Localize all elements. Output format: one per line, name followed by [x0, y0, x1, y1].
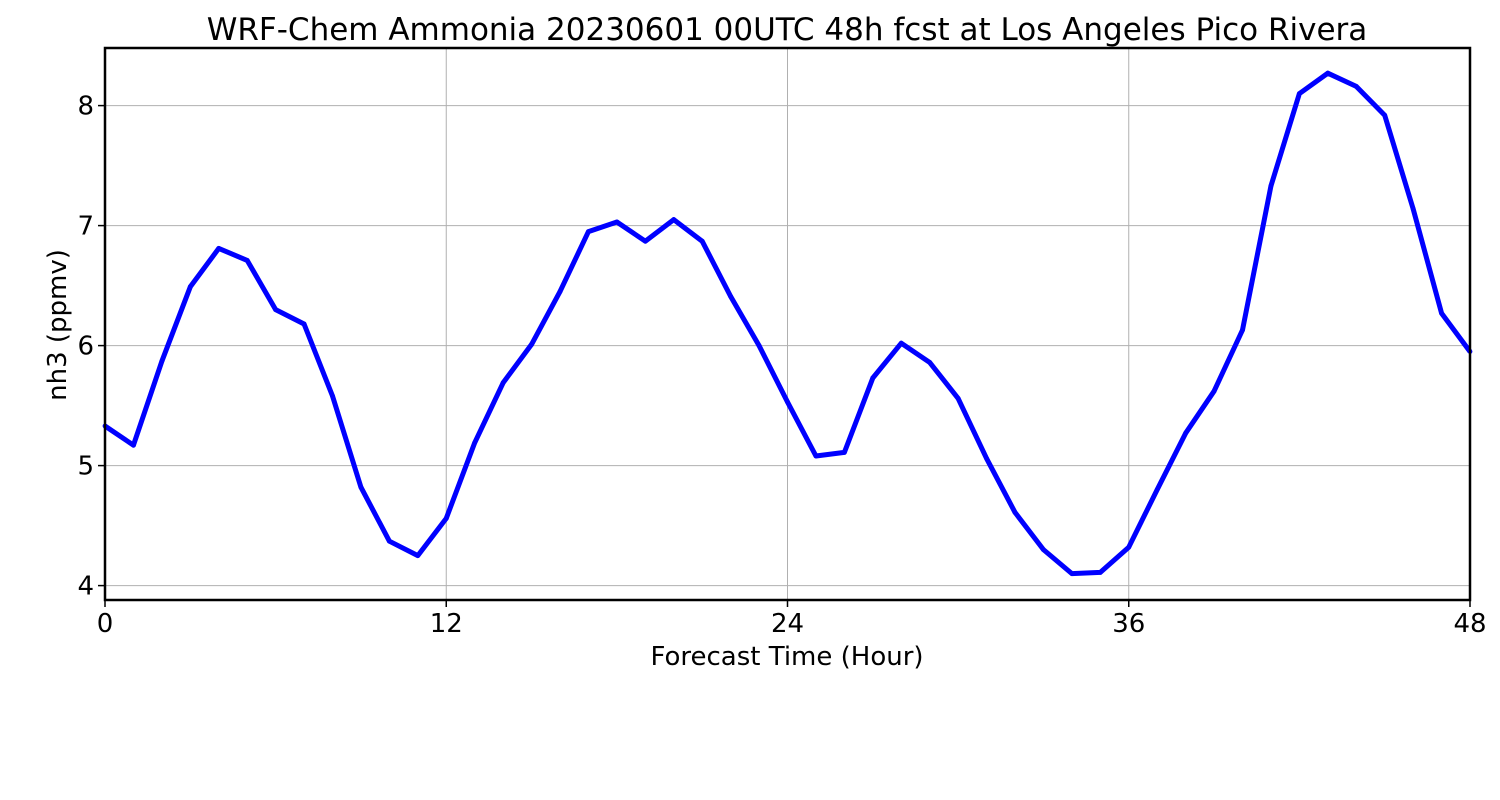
data-point	[1240, 327, 1245, 333]
data-point	[443, 516, 449, 521]
data-point	[1382, 112, 1388, 118]
data-point	[557, 289, 563, 294]
data-point	[927, 360, 933, 365]
data-point	[301, 321, 307, 327]
plot-frame	[103, 46, 1472, 602]
y-tick-label: 8	[77, 92, 94, 122]
x-tick-label: 24	[771, 609, 804, 639]
data-point	[529, 342, 534, 347]
data-point	[358, 484, 364, 490]
data-point	[642, 238, 648, 244]
data-point	[1211, 388, 1217, 394]
x-tick-label: 12	[430, 609, 463, 639]
data-point	[1126, 544, 1132, 550]
y-tick-label: 7	[77, 212, 94, 242]
data-point	[1097, 570, 1103, 575]
data-point	[955, 396, 961, 401]
data-point	[1325, 70, 1331, 76]
data-point	[1012, 510, 1018, 515]
data-point	[273, 307, 279, 312]
data-point	[870, 375, 876, 381]
y-tick-label: 4	[77, 572, 94, 602]
data-point	[159, 358, 165, 364]
y-tick-label: 6	[77, 332, 94, 362]
data-point	[244, 258, 250, 263]
data-point	[472, 440, 478, 446]
data-point	[1353, 84, 1359, 89]
data-point	[216, 246, 222, 251]
data-point	[813, 453, 819, 459]
data-point	[1183, 430, 1189, 436]
tick-layer: 0 12 24 36 48 4 5 6 7 8	[77, 92, 1486, 639]
grid-layer	[104, 48, 1471, 600]
data-point	[1296, 91, 1302, 96]
data-point	[386, 538, 392, 544]
data-point	[1069, 571, 1075, 576]
x-tick-label: 48	[1453, 609, 1486, 639]
chart-title: WRF-Chem Ammonia 20230601 00UTC 48h fcst…	[207, 12, 1368, 48]
x-axis-label: Forecast Time (Hour)	[650, 642, 923, 672]
data-point	[1268, 183, 1274, 189]
data-point	[841, 450, 847, 455]
data-point	[984, 456, 989, 461]
data-point	[1041, 547, 1046, 552]
data-point	[330, 393, 335, 399]
y-axis-label: nh3 (ppmv)	[43, 249, 73, 401]
x-tick-label: 0	[97, 609, 114, 639]
data-point	[756, 343, 762, 348]
data-point	[1154, 487, 1160, 492]
data-point	[728, 294, 734, 299]
data-point	[1439, 310, 1444, 316]
data-point	[500, 380, 506, 386]
y-tick-label: 5	[77, 452, 94, 482]
data-point	[586, 229, 591, 235]
data-point	[785, 399, 790, 405]
data-point	[671, 217, 677, 223]
data-point	[614, 219, 620, 225]
data-point	[699, 238, 705, 244]
data-point	[131, 442, 136, 448]
data-point	[1410, 206, 1416, 212]
data-point	[415, 553, 421, 558]
data-point	[898, 340, 904, 346]
x-tick-label: 36	[1112, 609, 1145, 639]
data-point	[187, 284, 193, 290]
